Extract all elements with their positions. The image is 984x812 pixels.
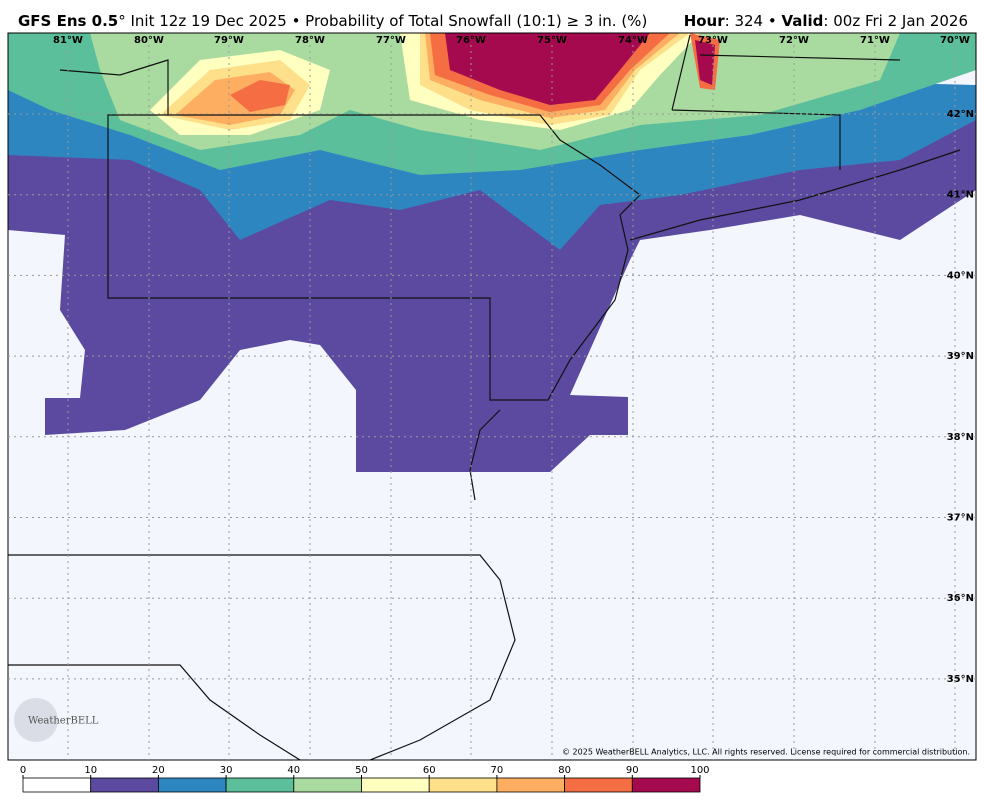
colorbar-segment [361,777,430,793]
colorbar-label: 50 [355,765,368,776]
lat-label: 37°N [947,513,974,524]
copyright: © 2025 WeatherBELL Analytics, LLC. All r… [562,748,970,757]
lat-label: 40°N [947,270,974,281]
lon-label: 72°W [779,35,809,46]
colorbar-label: 20 [152,765,165,776]
colorbar-label: 100 [690,765,709,776]
lat-label: 42°N [947,109,974,120]
valid-label: Valid [781,12,823,30]
lon-label: 80°W [134,35,164,46]
colorbar-label: 10 [84,765,97,776]
lat-label: 41°N [947,190,974,201]
lat-label: 36°N [947,593,974,604]
colorbar-segment [631,777,701,793]
lon-label: 81°W [53,35,83,46]
lon-label: 76°W [456,35,486,46]
valid: : 00z Fri 2 Jan 2026 [823,12,968,30]
colorbar-label: 90 [626,765,639,776]
lat-label: 38°N [947,432,974,443]
colorbar-label: 80 [558,765,571,776]
logo-icon [14,698,58,742]
colorbar-segment [157,777,227,793]
map-frame [7,32,977,761]
snow-band [230,80,290,112]
colorbar-segment [293,777,362,793]
logo: WeatherBELL [28,716,99,727]
colorbar-label: 0 [20,765,26,776]
colorbar-label: 40 [287,765,300,776]
colorbar-label: 60 [423,765,436,776]
colorbar-segment [496,777,565,793]
colorbar-segment [22,777,92,793]
snow-band [445,33,650,105]
valid-time: Hour: 324 • Valid: 00z Fri 2 Jan 2026 [684,12,968,30]
lon-label: 77°W [376,35,406,46]
colorbar-label: 70 [491,765,504,776]
lon-label: 74°W [618,35,648,46]
colorbar-segment [428,777,498,793]
lat-label: 35°N [947,674,974,685]
colorbar-segment [225,777,295,793]
model: GFS Ens 0.5 [18,12,118,30]
lat-label: 39°N [947,351,974,362]
colorbar-label: 30 [220,765,233,776]
title: GFS Ens 0.5° Init 12z 19 Dec 2025 • Prob… [18,12,647,30]
lon-label: 79°W [214,35,244,46]
snow-band [695,40,715,85]
colorbar-segment [564,777,633,793]
lon-label: 73°W [698,35,728,46]
lon-label: 75°W [537,35,567,46]
lon-label: 70°W [940,35,970,46]
hour: : 324 • [725,12,782,30]
snow-bands [8,33,976,472]
lon-label: 78°W [295,35,325,46]
lon-label: 71°W [860,35,890,46]
hour-label: Hour [684,12,726,30]
colorbar-segment [90,777,159,793]
init: ° Init 12z 19 Dec 2025 • Probability of … [118,12,647,30]
